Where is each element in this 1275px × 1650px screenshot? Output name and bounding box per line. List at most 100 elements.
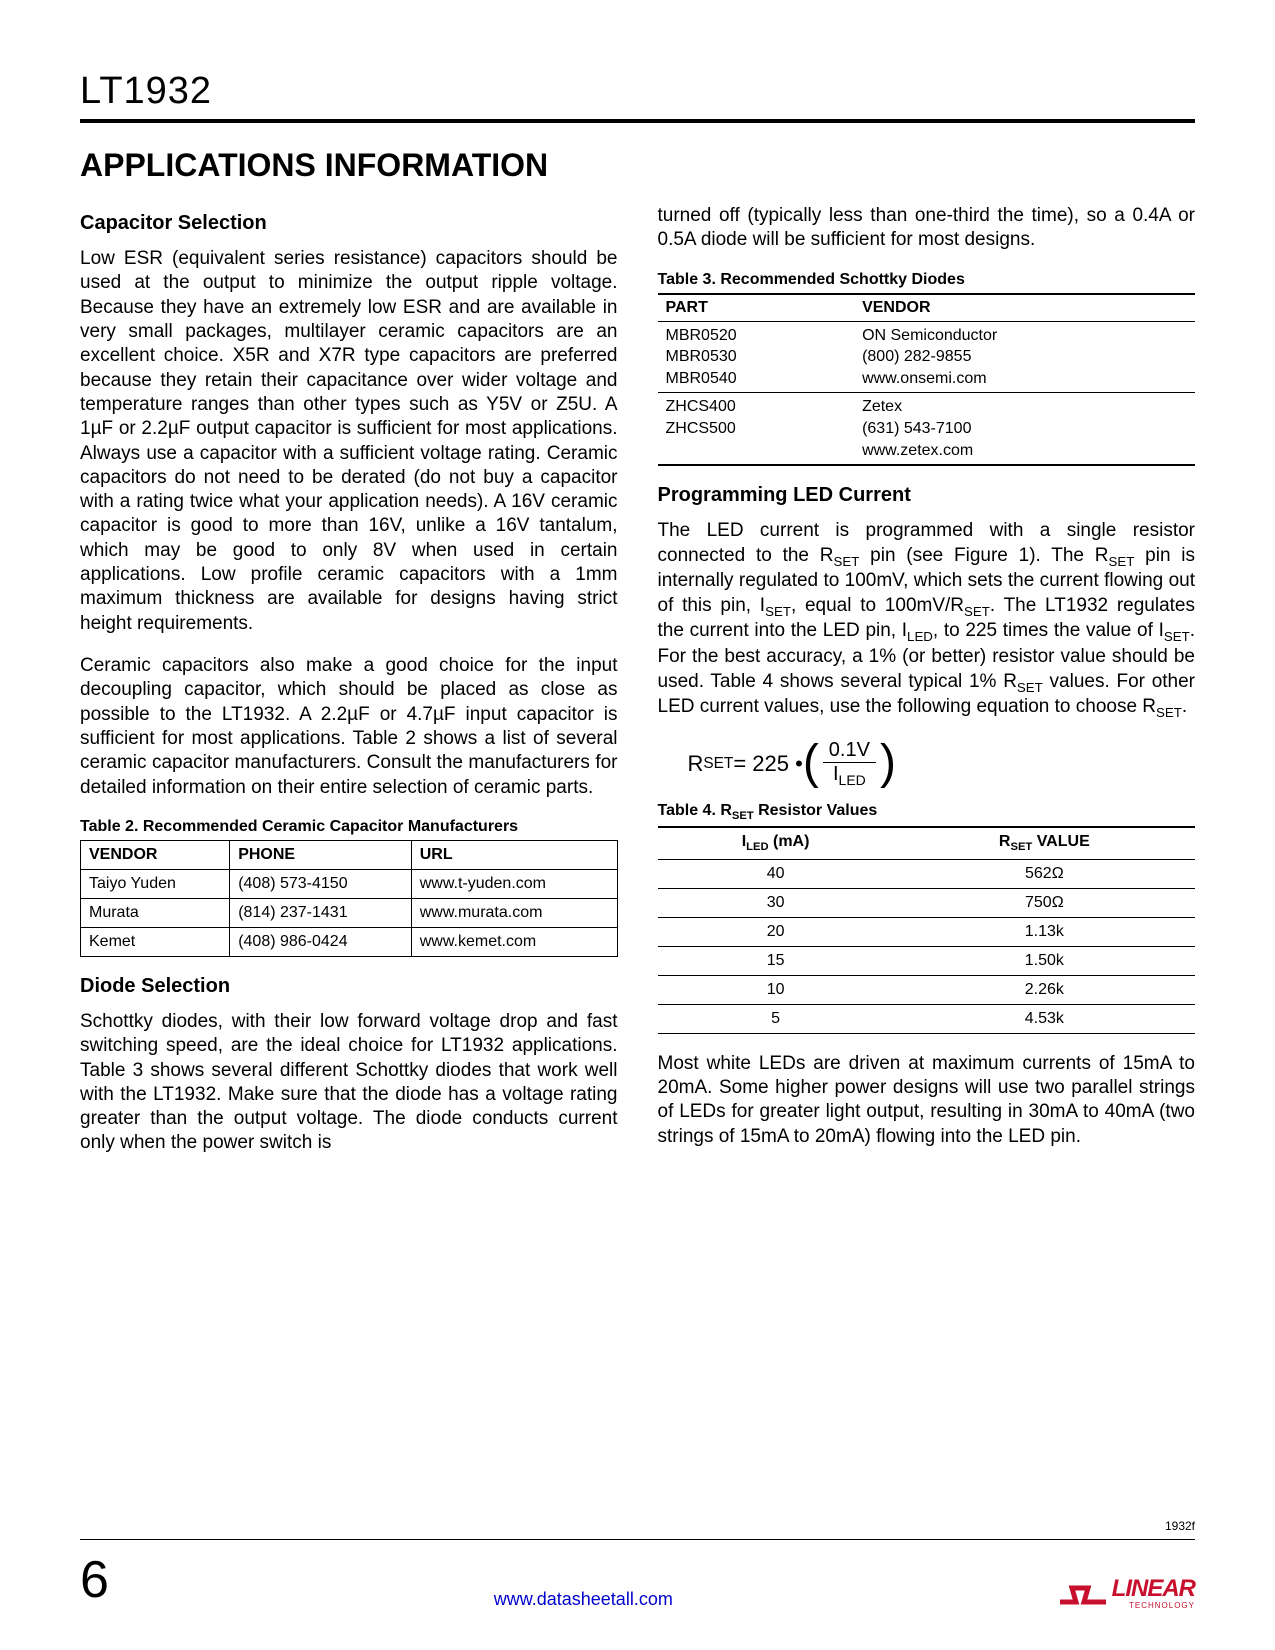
table-header-row: VENDOR PHONE URL bbox=[81, 840, 618, 869]
sub: SET bbox=[964, 603, 990, 618]
diode-p2: turned off (typically less than one-thir… bbox=[658, 204, 1196, 253]
table-row: 40562Ω bbox=[658, 859, 1196, 888]
sub: SET bbox=[1156, 705, 1182, 720]
text: pin (see Figure 1). The R bbox=[859, 545, 1108, 566]
cell: 4.53k bbox=[894, 1004, 1195, 1033]
text: , to 225 times the value of I bbox=[933, 620, 1164, 641]
logo-text-wrap: LINEAR TECHNOLOGY bbox=[1112, 1579, 1195, 1610]
cell: www.t-yuden.com bbox=[411, 869, 617, 898]
text: , equal to 100mV/R bbox=[791, 595, 964, 616]
programming-p2: Most white LEDs are driven at maximum cu… bbox=[658, 1052, 1196, 1149]
linear-logo: LINEAR TECHNOLOGY bbox=[1058, 1579, 1195, 1610]
capacitor-p1: Low ESR (equivalent series resistance) c… bbox=[80, 247, 618, 636]
cell: 15 bbox=[658, 946, 894, 975]
footer-divider bbox=[80, 1539, 1195, 1540]
table3: PART VENDOR MBR0520 MBR0530 MBR0540 ON S… bbox=[658, 293, 1196, 467]
diode-selection-heading: Diode Selection bbox=[80, 975, 618, 998]
page-number: 6 bbox=[80, 1550, 109, 1610]
sub: LED bbox=[839, 772, 866, 788]
table4-h0: ILED (mA) bbox=[658, 827, 894, 859]
cell: 1.50k bbox=[894, 946, 1195, 975]
denominator: ILED bbox=[827, 763, 872, 788]
content-columns: Capacitor Selection Low ESR (equivalent … bbox=[80, 204, 1195, 1174]
cell: (408) 573-4150 bbox=[230, 869, 412, 898]
cell: 40 bbox=[658, 859, 894, 888]
cell: 1.13k bbox=[894, 917, 1195, 946]
table-row: ZHCS400 ZHCS500 Zetex (631) 543-7100 www… bbox=[658, 393, 1196, 465]
sub: SET bbox=[765, 603, 791, 618]
cell: ON Semiconductor (800) 282-9855 www.onse… bbox=[854, 321, 1195, 393]
table-row: 102.26k bbox=[658, 975, 1196, 1004]
table-row: 151.50k bbox=[658, 946, 1196, 975]
cell: 10 bbox=[658, 975, 894, 1004]
table-row: Murata (814) 237-1431 www.murata.com bbox=[81, 898, 618, 927]
capacitor-selection-heading: Capacitor Selection bbox=[80, 212, 618, 235]
cell: 30 bbox=[658, 888, 894, 917]
table-row: MBR0520 MBR0530 MBR0540 ON Semiconductor… bbox=[658, 321, 1196, 393]
table2-caption: Table 2. Recommended Ceramic Capacitor M… bbox=[80, 818, 618, 836]
text: (mA) bbox=[769, 833, 810, 850]
sub: SET bbox=[834, 553, 860, 568]
sub: SET bbox=[1164, 629, 1190, 644]
footer-link[interactable]: www.datasheetall.com bbox=[109, 1589, 1058, 1610]
sub: SET bbox=[732, 810, 754, 822]
table2: VENDOR PHONE URL Taiyo Yuden (408) 573-4… bbox=[80, 840, 618, 957]
table4-h1: RSET VALUE bbox=[894, 827, 1195, 859]
cell: 562Ω bbox=[894, 859, 1195, 888]
eq-text: = 225 • bbox=[733, 751, 802, 777]
cell: www.murata.com bbox=[411, 898, 617, 927]
table-row: 201.13k bbox=[658, 917, 1196, 946]
doc-code: 1932f bbox=[1165, 1519, 1195, 1533]
table-row: Taiyo Yuden (408) 573-4150 www.t-yuden.c… bbox=[81, 869, 618, 898]
logo-icon bbox=[1058, 1580, 1108, 1610]
sub: SET bbox=[1109, 553, 1135, 568]
table-row: 54.53k bbox=[658, 1004, 1196, 1033]
logo-subtext: TECHNOLOGY bbox=[1112, 1601, 1195, 1610]
cell: Murata bbox=[81, 898, 230, 927]
capacitor-p2: Ceramic capacitors also make a good choi… bbox=[80, 654, 618, 800]
right-column: turned off (typically less than one-thir… bbox=[658, 204, 1196, 1174]
fraction: 0.1V ILED bbox=[823, 739, 876, 788]
eq-text: R bbox=[688, 751, 704, 777]
table4-caption: Table 4. RSET Resistor Values bbox=[658, 802, 1196, 822]
text: VALUE bbox=[1032, 833, 1089, 850]
sub: LED bbox=[907, 629, 933, 644]
table-row: Kemet (408) 986-0424 www.kemet.com bbox=[81, 927, 618, 956]
cell: ZHCS400 ZHCS500 bbox=[658, 393, 855, 465]
logo-text: LINEAR bbox=[1112, 1575, 1195, 1602]
text: . bbox=[1182, 696, 1187, 717]
left-column: Capacitor Selection Low ESR (equivalent … bbox=[80, 204, 618, 1174]
cell: 2.26k bbox=[894, 975, 1195, 1004]
sub: SET bbox=[1017, 679, 1043, 694]
cell: Taiyo Yuden bbox=[81, 869, 230, 898]
table2-h0: VENDOR bbox=[81, 840, 230, 869]
sub: LED bbox=[746, 842, 768, 854]
table3-caption: Table 3. Recommended Schottky Diodes bbox=[658, 271, 1196, 289]
footer-row: 6 www.datasheetall.com LINEAR TECHNOLOGY bbox=[80, 1550, 1195, 1610]
main-heading: APPLICATIONS INFORMATION bbox=[80, 147, 1195, 184]
right-paren: ) bbox=[880, 744, 896, 782]
sub: SET bbox=[703, 755, 733, 773]
cell: Zetex (631) 543-7100 www.zetex.com bbox=[854, 393, 1195, 465]
part-number: LT1932 bbox=[80, 70, 1195, 123]
table3-h0: PART bbox=[658, 294, 855, 322]
table2-h1: PHONE bbox=[230, 840, 412, 869]
diode-p1: Schottky diodes, with their low forward … bbox=[80, 1010, 618, 1156]
programming-p1: The LED current is programmed with a sin… bbox=[658, 519, 1196, 721]
table3-h1: VENDOR bbox=[854, 294, 1195, 322]
cell: 20 bbox=[658, 917, 894, 946]
cell: Kemet bbox=[81, 927, 230, 956]
footer: 1932f 6 www.datasheetall.com LINEAR TECH… bbox=[80, 1539, 1195, 1610]
sub: SET bbox=[1010, 842, 1032, 854]
table-row: 30750Ω bbox=[658, 888, 1196, 917]
table-header-row: PART VENDOR bbox=[658, 294, 1196, 322]
cell: 750Ω bbox=[894, 888, 1195, 917]
cell: (814) 237-1431 bbox=[230, 898, 412, 927]
table4: ILED (mA) RSET VALUE 40562Ω 30750Ω 201.1… bbox=[658, 826, 1196, 1033]
cell: www.kemet.com bbox=[411, 927, 617, 956]
left-paren: ( bbox=[803, 744, 819, 782]
programming-led-heading: Programming LED Current bbox=[658, 484, 1196, 507]
numerator: 0.1V bbox=[823, 739, 876, 763]
rset-equation: RSET = 225 • ( 0.1V ILED ) bbox=[688, 739, 1196, 788]
table-header-row: ILED (mA) RSET VALUE bbox=[658, 827, 1196, 859]
